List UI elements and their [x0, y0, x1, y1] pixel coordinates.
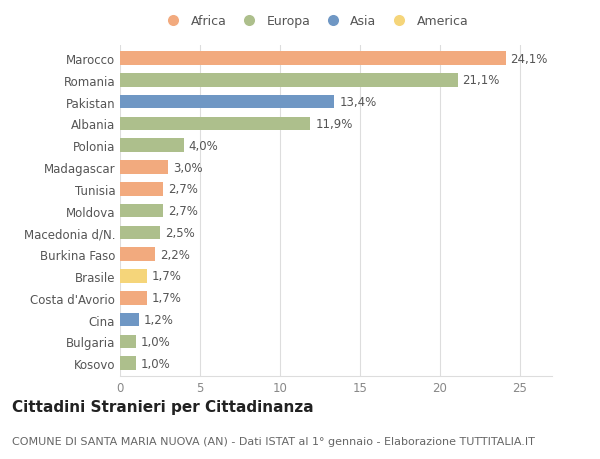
- Bar: [120, 74, 458, 87]
- Text: 2,2%: 2,2%: [160, 248, 190, 261]
- Text: 2,7%: 2,7%: [168, 205, 198, 218]
- Text: 1,7%: 1,7%: [152, 291, 182, 305]
- Text: COMUNE DI SANTA MARIA NUOVA (AN) - Dati ISTAT al 1° gennaio - Elaborazione TUTTI: COMUNE DI SANTA MARIA NUOVA (AN) - Dati …: [12, 436, 535, 446]
- Text: 1,2%: 1,2%: [144, 313, 174, 326]
- Bar: [120, 291, 147, 305]
- Bar: [120, 95, 334, 109]
- Text: 11,9%: 11,9%: [315, 118, 353, 131]
- Text: Cittadini Stranieri per Cittadinanza: Cittadini Stranieri per Cittadinanza: [12, 399, 314, 414]
- Text: 21,1%: 21,1%: [463, 74, 500, 87]
- Bar: [120, 248, 155, 261]
- Text: 2,5%: 2,5%: [165, 226, 194, 239]
- Bar: [120, 118, 310, 131]
- Text: 2,7%: 2,7%: [168, 183, 198, 196]
- Bar: [120, 52, 506, 66]
- Text: 1,7%: 1,7%: [152, 270, 182, 283]
- Bar: [120, 161, 168, 174]
- Bar: [120, 269, 147, 283]
- Text: 1,0%: 1,0%: [141, 335, 170, 348]
- Text: 4,0%: 4,0%: [189, 140, 218, 152]
- Bar: [120, 139, 184, 153]
- Bar: [120, 357, 136, 370]
- Text: 13,4%: 13,4%: [339, 96, 376, 109]
- Text: 1,0%: 1,0%: [141, 357, 170, 370]
- Bar: [120, 204, 163, 218]
- Legend: Africa, Europa, Asia, America: Africa, Europa, Asia, America: [155, 10, 473, 33]
- Bar: [120, 313, 139, 327]
- Text: 3,0%: 3,0%: [173, 161, 202, 174]
- Text: 24,1%: 24,1%: [511, 52, 548, 66]
- Bar: [120, 226, 160, 240]
- Bar: [120, 183, 163, 196]
- Bar: [120, 335, 136, 348]
